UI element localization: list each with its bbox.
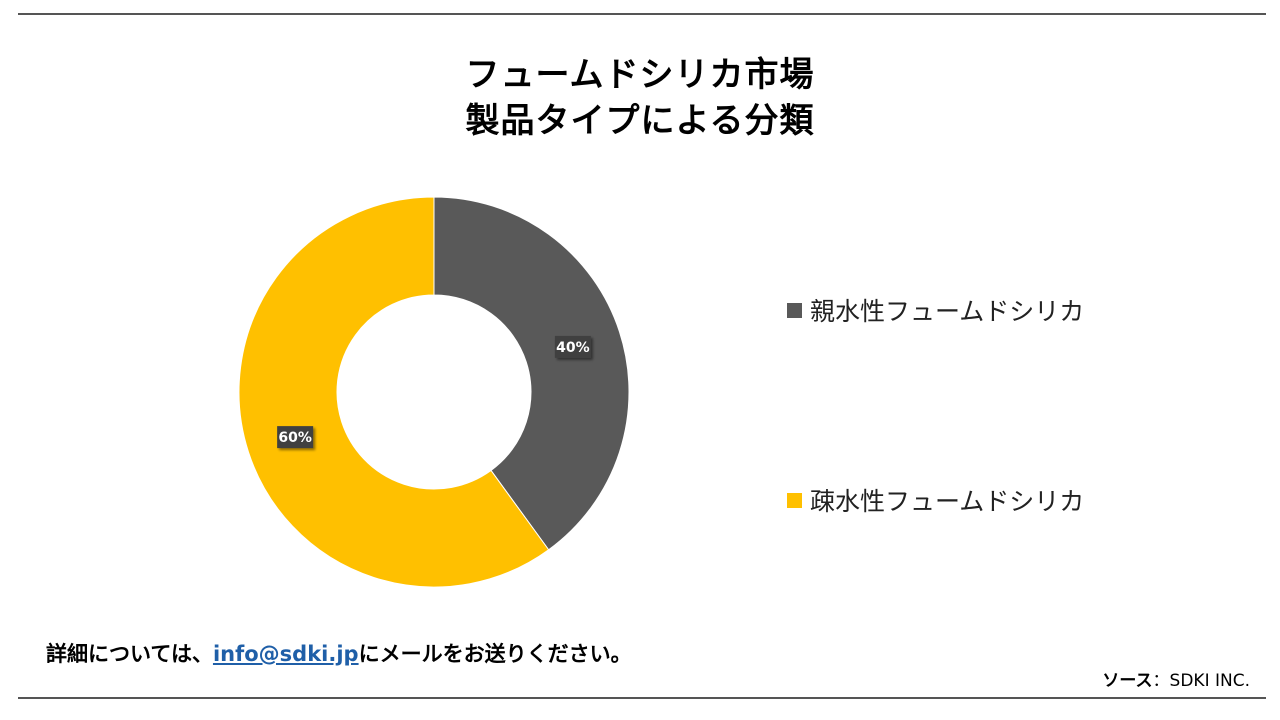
legend-item-hydrophobic: 疎水性フュームドシリカ: [787, 482, 1084, 518]
bottom-divider: [18, 697, 1266, 699]
contact-note-prefix: 詳細については、: [46, 642, 213, 666]
donut-slice-1: [238, 196, 550, 588]
chart-title-line-2: 製品タイプによる分類: [465, 101, 815, 141]
data-label-text-1: 60%: [278, 430, 312, 446]
data-label-text-0: 40%: [556, 340, 590, 356]
data-label-box-0: [554, 335, 591, 358]
source-key: ソース: [1102, 671, 1153, 691]
legend-item-hydrophilic: 親水性フュームドシリカ: [787, 292, 1084, 328]
legend-label-hydrophilic: 親水性フュームドシリカ: [810, 297, 1085, 326]
data-label-box-1: [277, 426, 314, 449]
donut-slice-0: [433, 196, 630, 551]
data-label-0: 40%: [554, 335, 591, 358]
chart-title: フュームドシリカ市場 製品タイプによる分類: [0, 52, 1280, 144]
top-divider: [18, 13, 1266, 15]
chart-title-line-1: フュームドシリカ市場: [465, 55, 815, 95]
contact-note-suffix: にメールをお送りください。: [358, 642, 632, 666]
legend-label-hydrophobic: 疎水性フュームドシリカ: [810, 487, 1085, 516]
legend-swatch-hydrophilic: [787, 302, 802, 318]
contact-note: 詳細については、info@sdki.jpにメールをお送りください。: [46, 638, 632, 668]
source-credit: ソース：SDKI INC.: [1102, 666, 1250, 691]
data-label-1: 60%: [277, 426, 314, 449]
contact-email-link[interactable]: info@sdki.jp: [212, 642, 359, 666]
source-value: ：SDKI INC.: [1152, 671, 1250, 691]
legend-swatch-hydrophobic: [787, 492, 802, 508]
